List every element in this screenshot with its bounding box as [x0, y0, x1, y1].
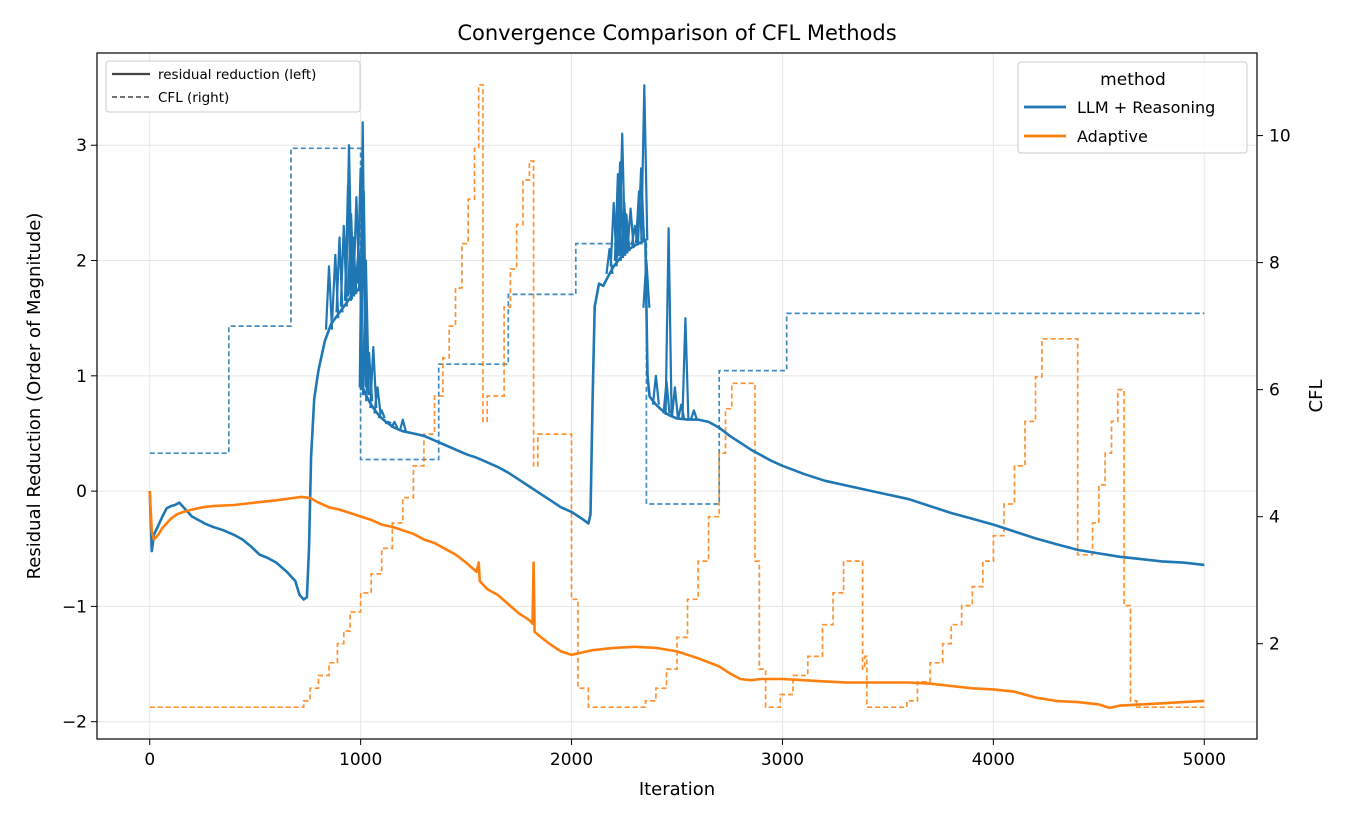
method-legend-llm-label: LLM + Reasoning: [1077, 98, 1215, 117]
llm-residual-spike: [377, 409, 386, 419]
llm-residual-spike: [349, 236, 358, 295]
style-legend-solid-label: residual reduction (left): [158, 67, 316, 83]
y-left-tick-label: −2: [62, 713, 87, 733]
x-tick-label: 1000: [339, 750, 382, 770]
y-right-tick-label: 6: [1269, 381, 1280, 401]
llm-residual-spike: [681, 317, 690, 420]
llm-residual-spike: [637, 167, 646, 243]
grid: [97, 53, 1257, 739]
method-legend-adaptive-label: Adaptive: [1077, 127, 1148, 146]
y-axis-left-label: Residual Reduction (Order of Magnitude): [24, 213, 45, 580]
method-legend: method LLM + Reasoning Adaptive: [1017, 61, 1248, 154]
plot-frame: [96, 52, 1258, 740]
x-axis: 0 1000 2000 3000 4000 5000: [144, 739, 1226, 770]
style-legend: residual reduction (left) CFL (right): [105, 60, 361, 113]
llm-residual-spike: [620, 201, 629, 254]
style-legend-box: [105, 60, 361, 113]
y-right-tick-label: 10: [1269, 127, 1291, 147]
y-left-tick-label: 3: [76, 136, 87, 156]
llm-residual-spike: [390, 420, 399, 429]
llm-residual-spike: [384, 420, 392, 425]
llm-residual-spike: [324, 265, 334, 330]
adaptive-residual-line: [148, 491, 1205, 710]
y-left-tick-label: 0: [76, 482, 87, 502]
llm-residual-spike: [361, 259, 370, 396]
y-left-tick-label: 2: [76, 252, 87, 272]
y-left-tick-label: −1: [62, 597, 87, 617]
x-axis-label: Iteration: [639, 779, 715, 800]
x-tick-label: 2000: [550, 750, 593, 770]
llm-residual-spike: [398, 418, 407, 432]
x-tick-label: 3000: [761, 750, 804, 770]
llm-residual-spike: [651, 374, 660, 405]
y-axis-right-label: CFL: [1306, 380, 1327, 413]
y-axis-left: −2 −1 0 1 2 3: [62, 136, 97, 733]
llm-residual-spike: [369, 345, 378, 409]
llm-residual-spike: [344, 144, 354, 300]
y-right-tick-label: 4: [1269, 508, 1280, 528]
llm-residual-spike: [642, 259, 651, 308]
llm-residual-spike: [664, 227, 673, 416]
y-left-tick-label: 1: [76, 367, 87, 387]
llm-residual-spike: [689, 409, 698, 420]
x-tick-label: 5000: [1183, 750, 1226, 770]
x-tick-label: 4000: [972, 750, 1015, 770]
style-legend-dashed-label: CFL (right): [158, 90, 229, 106]
y-right-tick-label: 8: [1269, 254, 1280, 274]
chart-title: Convergence Comparison of CFL Methods: [457, 21, 896, 45]
plot-area: [148, 83, 1205, 710]
llm-residual-spike: [670, 386, 679, 418]
y-right-tick-label: 2: [1269, 635, 1280, 655]
llm-residual-line: [148, 238, 1205, 601]
llm-residual-spike: [640, 84, 649, 241]
method-legend-title: method: [1100, 70, 1166, 90]
llm-cfl-line: [149, 147, 1205, 505]
llm-residual-spike: [359, 190, 368, 391]
x-tick-label: 0: [144, 750, 155, 770]
method-legend-box: [1017, 61, 1248, 154]
adaptive-cfl-line: [149, 83, 1205, 709]
llm-residual-spike: [373, 386, 382, 414]
y-axis-right: 2 4 6 8 10: [1257, 127, 1291, 655]
